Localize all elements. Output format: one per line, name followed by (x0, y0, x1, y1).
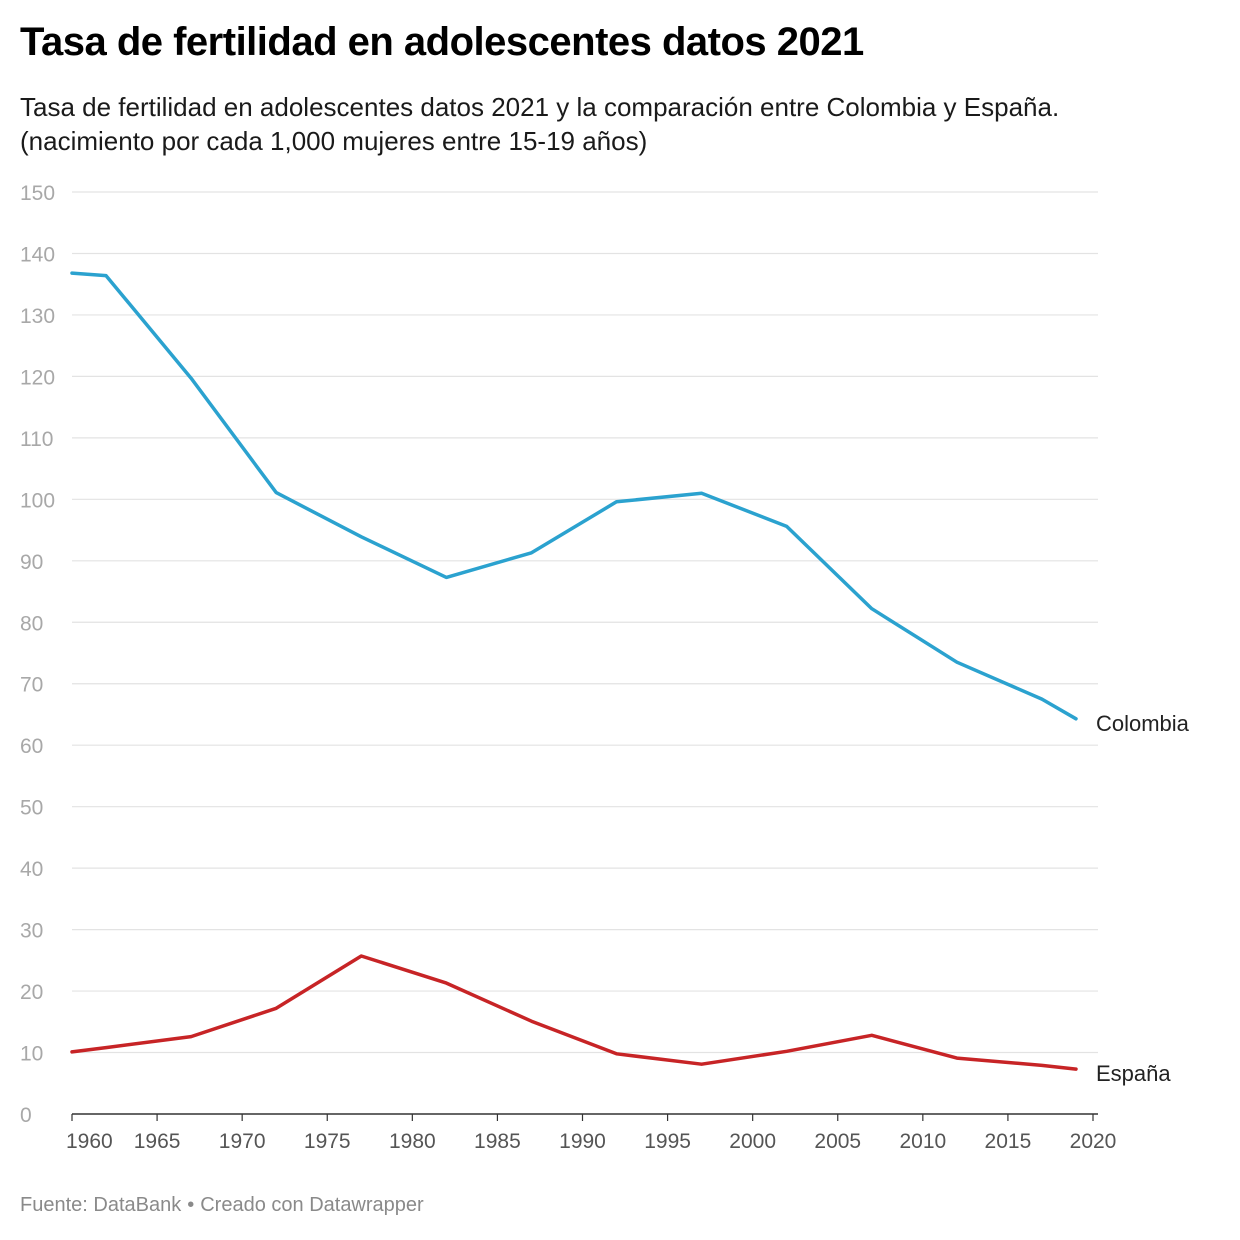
x-tick-label: 1985 (474, 1130, 521, 1153)
y-tick-label: 60 (20, 735, 43, 758)
y-tick-label: 120 (20, 366, 55, 389)
subtitle-line-1: Tasa de fertilidad en adolescentes datos… (20, 92, 1060, 122)
x-tick-label: 1965 (134, 1130, 181, 1153)
x-tick-label: 1970 (219, 1130, 266, 1153)
x-tick-label: 1980 (389, 1130, 436, 1153)
y-tick-label: 80 (20, 612, 43, 635)
x-tick-label: 1960 (66, 1130, 113, 1153)
source-text: Fuente: DataBank (20, 1194, 182, 1216)
y-tick-label: 20 (20, 981, 43, 1004)
subtitle-line-2: (nacimiento por cada 1,000 mujeres entre… (20, 126, 648, 156)
source-credit: Fuente: DataBank • Creado con Datawrapper (20, 1194, 424, 1217)
x-tick-label: 2000 (729, 1130, 776, 1153)
x-tick-label: 1990 (559, 1130, 606, 1153)
y-tick-label: 100 (20, 489, 55, 512)
y-tick-label: 30 (20, 920, 43, 943)
x-tick-label: 1975 (304, 1130, 351, 1153)
y-tick-label: 90 (20, 551, 43, 574)
y-tick-label: 70 (20, 674, 43, 697)
x-tick-label: 2005 (814, 1130, 861, 1153)
y-tick-label: 0 (20, 1104, 32, 1127)
y-tick-label: 150 (20, 182, 55, 205)
chart-title: Tasa de fertilidad en adolescentes datos… (20, 20, 864, 64)
y-tick-label: 10 (20, 1043, 43, 1066)
x-tick-label: 2015 (985, 1130, 1032, 1153)
x-axis-ticks: 1960 1965 1970 1975 1980 1985 1990 1995 2000 2005… (66, 1114, 1116, 1153)
y-tick-label: 130 (20, 305, 55, 328)
y-tick-label: 110 (20, 428, 53, 451)
series-labels: Colombia España (1096, 711, 1190, 1086)
series-line-colombia (70, 271, 1078, 721)
separator-dot: • (187, 1194, 195, 1216)
y-axis-ticks: 0 10 20 30 40 50 60 70 80 90 100 110 120 130 140 150 (20, 182, 55, 1127)
credit-text: Creado con Datawrapper (200, 1194, 424, 1216)
y-tick-label: 50 (20, 797, 43, 820)
y-tick-label: 40 (20, 858, 43, 881)
series-line-españa (70, 954, 1078, 1071)
x-tick-label: 2020 (1070, 1130, 1117, 1153)
chart-subtitle: Tasa de fertilidad en adolescentes datos… (20, 90, 1220, 158)
x-tick-label: 2010 (899, 1130, 946, 1153)
x-tick-label: 1995 (644, 1130, 691, 1153)
series-label: España (1096, 1061, 1171, 1086)
gridlines (72, 191, 1098, 1115)
series-lines (70, 271, 1078, 1071)
series-label: Colombia (1096, 711, 1190, 736)
y-tick-label: 140 (20, 243, 55, 266)
